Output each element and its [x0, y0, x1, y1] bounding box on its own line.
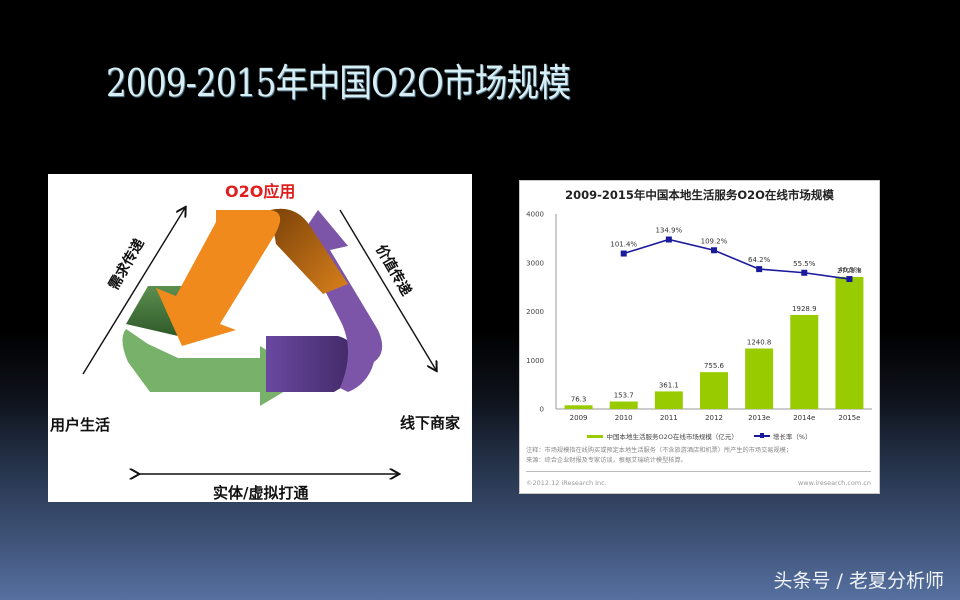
market-size-chart: 2009-2015年中国本地生活服务O2O在线市场规模 0 1000 2000 300…: [519, 180, 880, 494]
chart-plot-area: 0 1000 2000 3000 4000 76.3 2009 153.7 2010 361.1 2…: [526, 211, 872, 422]
growth-value-label: 109.2%: [701, 237, 728, 245]
x-tick-label: 2015e: [838, 414, 860, 422]
bar: [564, 405, 593, 409]
growth-value-label: 134.9%: [656, 227, 683, 235]
x-tick-label: 2014e: [793, 414, 815, 422]
source-url-text: www.iresearch.com.cn: [797, 479, 871, 487]
chart-legend: 中国本地生活服务O2O在线市场规模（亿元） 增长率（%）: [520, 431, 879, 441]
demand-arrow-line: [82, 208, 185, 375]
chart-footer: ©2012.12 iResearch Inc. www.iresearch.co…: [526, 479, 871, 487]
label-o2o-app: O2O应用: [225, 182, 296, 201]
watermark: 头条号 / 老夏分析师: [773, 570, 944, 592]
x-tick-label: 2013e: [748, 414, 770, 422]
chart-note-source: 来源：综合企业财报及专家访谈，根据艾瑞统计模型核算。: [526, 457, 687, 464]
growth-marker: [801, 269, 808, 276]
bar-value-label: 1240.8: [747, 339, 772, 347]
growth-marker: [756, 266, 763, 273]
legend-item-market-size: 中国本地生活服务O2O在线市场规模（亿元）: [587, 431, 738, 441]
bar: [745, 348, 774, 409]
chart-title: 2009-2015年中国本地生活服务O2O在线市场规模: [565, 188, 834, 202]
footer-divider: [526, 471, 871, 472]
y-tick-label: 0: [540, 406, 544, 414]
x-tick-label: 2011: [660, 414, 678, 422]
chart-notes: 注释：市场规模指在线购买或预定本地生活服务（不含旅游酒店和机票）所产生的市场交易…: [526, 446, 873, 466]
growth-marker: [846, 276, 853, 283]
bar-swatch-icon: [587, 434, 604, 438]
bar: [790, 314, 819, 409]
label-offline-merchant: 线下商家: [400, 414, 461, 432]
slide-title: 2009-2015年中国O2O市场规模: [106, 61, 571, 105]
bar-value-label: 2709.8: [837, 267, 862, 275]
bar-value-label: 361.1: [659, 381, 679, 389]
y-tick-label: 1000: [526, 357, 544, 365]
growth-value-label: 40.5%: [838, 266, 861, 274]
y-tick-label: 4000: [526, 211, 544, 219]
copyright-text: ©2012.12 iResearch Inc.: [526, 479, 607, 487]
growth-marker: [711, 247, 717, 254]
growth-marker: [620, 250, 627, 257]
legend-item-growth-rate: 增长率（%）: [753, 431, 812, 441]
value-arrow-line: [339, 209, 436, 370]
o2o-cycle-diagram: O2O应用 用户生活 线下商家 实体/虚拟打通 需求传递 价值传递: [48, 174, 472, 502]
growth-marker: [665, 236, 672, 243]
bar-value-label: 1928.9: [792, 305, 817, 313]
bar-value-label: 76.3: [571, 395, 587, 403]
label-user-life: 用户生活: [50, 416, 111, 434]
growth-value-label: 55.5%: [793, 260, 816, 268]
x-tick-label: 2012: [705, 414, 723, 422]
bar-value-label: 153.7: [614, 392, 634, 400]
growth-value-label: 64.2%: [748, 256, 771, 264]
x-tick-label: 2010: [615, 414, 633, 422]
line-swatch-icon: [753, 433, 770, 438]
legend-label-growth-rate: 增长率（%）: [772, 433, 812, 441]
chart-note-definition: 注释：市场规模指在线购买或预定本地生活服务（不含旅游酒店和机票）所产生的市场交易…: [526, 447, 793, 454]
bar-value-label: 755.6: [704, 362, 725, 370]
legend-label-market-size: 中国本地生活服务O2O在线市场规模（亿元）: [606, 433, 738, 441]
x-tick-label: 2009: [570, 414, 588, 422]
bar: [609, 401, 638, 409]
y-tick-label: 2000: [526, 308, 544, 316]
bar: [835, 276, 864, 409]
growth-value-label: 101.4%: [610, 241, 637, 249]
y-tick-label: 3000: [526, 259, 544, 267]
bar: [654, 391, 683, 409]
label-online-offline-integration: 实体/虚拟打通: [213, 484, 309, 502]
bar: [700, 372, 728, 409]
cycle-arrows-graphic: [82, 174, 472, 502]
growth-line: [623, 238, 850, 280]
